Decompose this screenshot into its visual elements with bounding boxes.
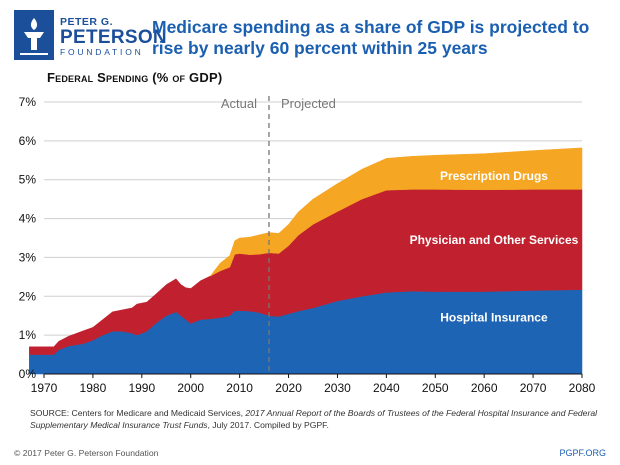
- y-tick-label: 0%: [19, 367, 37, 381]
- series-labels: Hospital Insurance Physician and Other Se…: [410, 169, 579, 325]
- x-tick-label: 2070: [520, 381, 547, 395]
- x-tick-label: 1970: [31, 381, 58, 395]
- chart-headline: Medicare spending as a share of GDP is p…: [152, 17, 590, 58]
- projected-label: Projected: [281, 96, 336, 111]
- stacked-areas: [29, 147, 583, 375]
- copyright-text: © 2017 Peter G. Peterson Foundation: [14, 448, 159, 458]
- x-tick-label: 2000: [177, 381, 204, 395]
- series-label: Hospital Insurance: [440, 311, 548, 325]
- x-tick-label: 2020: [275, 381, 302, 395]
- x-tick-label: 1980: [80, 381, 107, 395]
- y-tick-label: 4%: [19, 212, 37, 226]
- x-tick-label: 2050: [422, 381, 449, 395]
- y-tick-label: 6%: [19, 134, 37, 148]
- torch-icon: [14, 10, 54, 60]
- series-label: Prescription Drugs: [440, 169, 548, 183]
- x-tick-label: 2030: [324, 381, 351, 395]
- source-suffix: , July 2017. Compiled by PGPF.: [207, 420, 329, 430]
- source-note: SOURCE: Centers for Medicare and Medicai…: [30, 407, 605, 431]
- site-link[interactable]: PGPF.ORG: [559, 448, 606, 458]
- y-tick-label: 7%: [19, 95, 37, 109]
- logo-text-line1: PETER G.: [60, 16, 114, 28]
- y-tick-label: 2%: [19, 289, 37, 303]
- x-tick-label: 2010: [226, 381, 253, 395]
- y-tick-label: 5%: [19, 173, 37, 187]
- medicare-area-chart: 0% 1% 2% 3% 4% 5% 6% 7% 1970 1980 1990 2000 2010 2020…: [19, 95, 596, 395]
- x-tick-label: 2060: [471, 381, 498, 395]
- x-tick-label: 2040: [373, 381, 400, 395]
- foundation-logo: PETER G. PETERSON FOUNDATION: [14, 10, 167, 62]
- series-label: Physician and Other Services: [410, 233, 579, 247]
- actual-label: Actual: [221, 96, 257, 111]
- source-report-title: 2017 Annual Report of the Boards of Trus…: [30, 408, 598, 430]
- area-prescription-drugs: [210, 147, 583, 277]
- axes: 0% 1% 2% 3% 4% 5% 6% 7% 1970 1980 1990 2000 2010 2020…: [19, 95, 596, 395]
- x-tick-label: 2080: [569, 381, 596, 395]
- source-prefix: SOURCE: Centers for Medicare and Medicai…: [30, 408, 246, 418]
- logo-text-line2: PETERSON: [60, 27, 167, 48]
- y-tick-label: 3%: [19, 250, 37, 264]
- logo-text-line3: FOUNDATION: [60, 47, 144, 57]
- x-tick-label: 1990: [128, 381, 155, 395]
- y-tick-label: 1%: [19, 328, 37, 342]
- y-axis-title: Federal Spending (% of GDP): [47, 70, 223, 85]
